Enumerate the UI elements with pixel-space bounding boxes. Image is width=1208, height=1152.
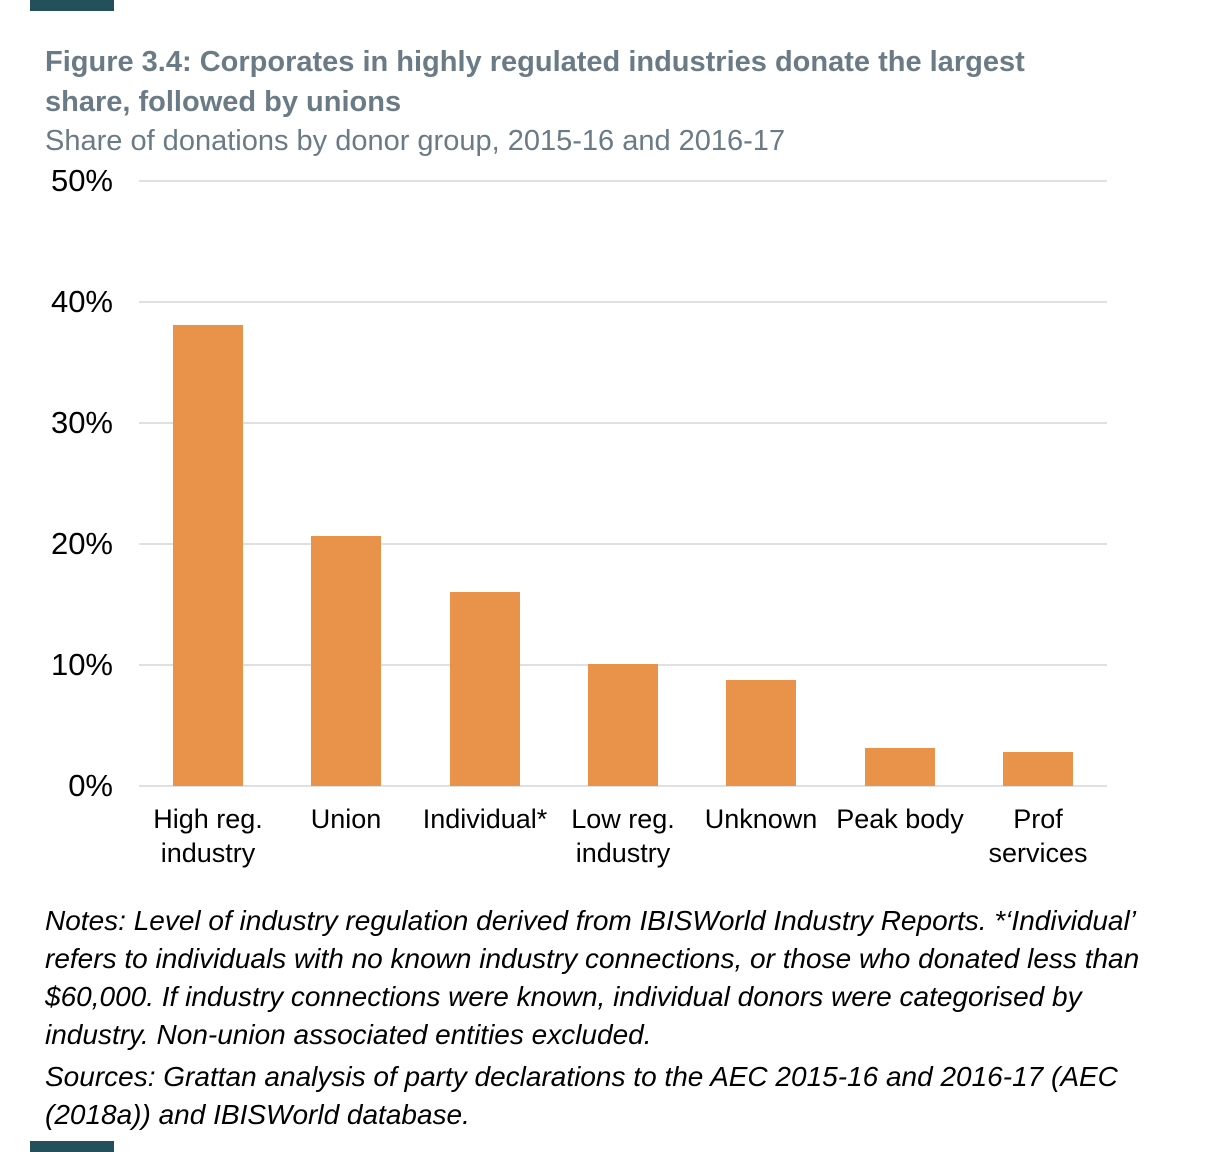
x-axis-label-high-reg-industry: High reg. industry xyxy=(153,804,263,868)
gridline-20pct xyxy=(139,543,1107,545)
figure-notes: Notes: Level of industry regulation deri… xyxy=(45,905,1140,1050)
gridline-40pct xyxy=(139,301,1107,303)
y-axis-tick-label: 0% xyxy=(68,768,113,803)
bar-low-reg-industry xyxy=(588,664,658,786)
bar-peak-body xyxy=(865,748,935,786)
x-axis-label-individual: Individual* xyxy=(422,804,548,834)
x-axis-label-union: Union xyxy=(310,804,382,834)
figure-sources: Sources: Grattan analysis of party decla… xyxy=(45,1061,1118,1130)
gridline-30pct xyxy=(139,422,1107,424)
figure-title: Figure 3.4: Corporates in highly regulat… xyxy=(45,46,1025,118)
page-footer-accent-bar xyxy=(30,1141,114,1152)
y-axis-tick-label: 50% xyxy=(50,163,113,198)
page-header-accent-bar xyxy=(30,0,114,11)
bar-unknown xyxy=(726,680,796,786)
y-axis-tick-label: 10% xyxy=(50,647,113,682)
bar-high-reg-industry xyxy=(173,325,243,786)
x-axis-label-peak-body: Peak body xyxy=(836,804,964,834)
bar-chart: 50% 40% 30% 20% 10% 0% High reg. industry Union… xyxy=(50,163,1107,868)
bar-union xyxy=(311,536,381,786)
x-axis-label-prof-services: Prof services xyxy=(988,804,1088,868)
x-axis-label-unknown: Unknown xyxy=(704,804,818,834)
y-axis-tick-label: 40% xyxy=(50,284,113,319)
gridline-50pct xyxy=(139,180,1107,182)
bar-prof-services xyxy=(1003,752,1073,786)
gridline-0pct xyxy=(139,785,1107,787)
bar-individual xyxy=(450,592,520,786)
figure-subtitle: Share of donations by donor group, 2015-… xyxy=(45,125,786,157)
y-axis-tick-label: 30% xyxy=(50,405,113,440)
x-axis-label-low-reg-industry: Low reg. industry xyxy=(571,804,675,868)
y-axis-tick-label: 20% xyxy=(50,526,113,561)
